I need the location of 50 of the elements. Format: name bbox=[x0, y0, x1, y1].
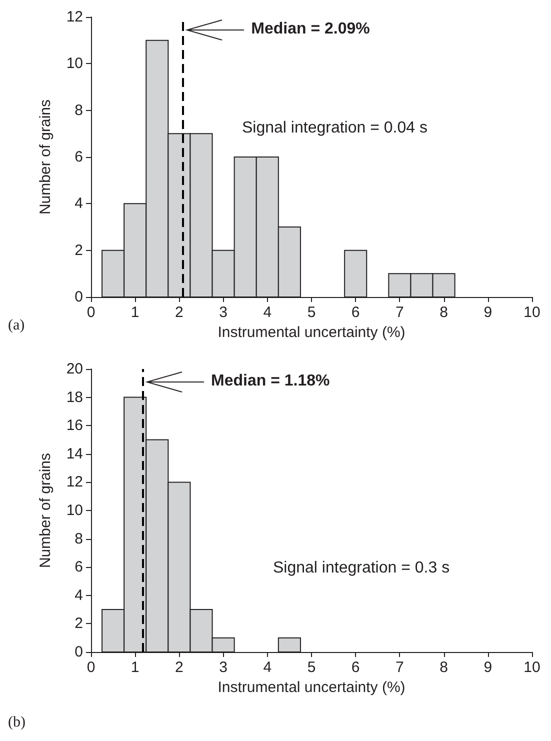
x-tick-label: 9 bbox=[484, 304, 492, 321]
y-tick-label: 12 bbox=[66, 8, 83, 26]
y-tick-label: 14 bbox=[66, 445, 83, 462]
y-tick-label: 16 bbox=[66, 417, 83, 434]
x-tick-label: 3 bbox=[219, 304, 228, 321]
y-tick-label: 2 bbox=[74, 242, 83, 259]
x-tick-label: 6 bbox=[351, 659, 360, 676]
annotation: Signal integration = 0.04 s bbox=[242, 120, 428, 136]
y-axis-title: Number of grains bbox=[37, 452, 54, 568]
text: (a) bbox=[8, 318, 25, 334]
y-tick-label: 4 bbox=[74, 586, 83, 604]
text: (b) bbox=[8, 714, 26, 730]
x-tick-label: 4 bbox=[263, 304, 272, 321]
x-tick-label: 10 bbox=[524, 304, 540, 321]
x-tick-label: 1 bbox=[130, 659, 140, 676]
x-axis-title: Instrumental uncertainty (%) bbox=[218, 678, 406, 696]
ref-line-label: Median = 1.18% bbox=[211, 372, 330, 390]
x-tick-label: 6 bbox=[351, 304, 360, 321]
y-tick-label: 0 bbox=[74, 288, 83, 306]
y-tick-label: 4 bbox=[74, 195, 83, 212]
ref-line-label: Median = 2.09% bbox=[251, 20, 370, 38]
y-tick-label: 18 bbox=[66, 388, 83, 406]
y-tick-label: 10 bbox=[66, 502, 83, 519]
x-tick-label: 8 bbox=[440, 304, 448, 321]
y-tick-label: 2 bbox=[74, 615, 83, 632]
y-tick-label: 20 bbox=[66, 360, 83, 378]
x-tick-label: 3 bbox=[219, 659, 228, 676]
y-axis-title: Number of grains bbox=[37, 99, 54, 215]
x-tick-label: 2 bbox=[175, 659, 184, 676]
x-tick-label: 10 bbox=[524, 659, 540, 676]
x-tick-label: 1 bbox=[130, 304, 140, 321]
x-tick-label: 7 bbox=[396, 659, 404, 676]
x-tick-label: 0 bbox=[86, 304, 96, 321]
y-tick-label: 8 bbox=[74, 102, 83, 119]
x-tick-label: 4 bbox=[263, 659, 272, 676]
x-tick-label: 7 bbox=[396, 304, 404, 321]
annotation: Signal integration = 0.3 s bbox=[273, 560, 450, 576]
x-axis-title: Instrumental uncertainty (%) bbox=[218, 324, 406, 341]
y-tick-label: 0 bbox=[74, 644, 83, 660]
y-tick-label: 10 bbox=[66, 55, 83, 72]
y-tick-label: 6 bbox=[74, 558, 83, 576]
y-tick-label: 12 bbox=[66, 474, 83, 491]
y-tick-label: 6 bbox=[74, 148, 83, 166]
x-tick-label: 8 bbox=[440, 659, 448, 676]
x-tick-label: 5 bbox=[307, 659, 316, 676]
y-tick-label: 8 bbox=[74, 530, 83, 548]
x-tick-label: 0 bbox=[86, 659, 96, 676]
x-tick-label: 5 bbox=[307, 304, 316, 321]
x-tick-label: 9 bbox=[484, 659, 492, 676]
x-tick-label: 2 bbox=[175, 304, 184, 321]
